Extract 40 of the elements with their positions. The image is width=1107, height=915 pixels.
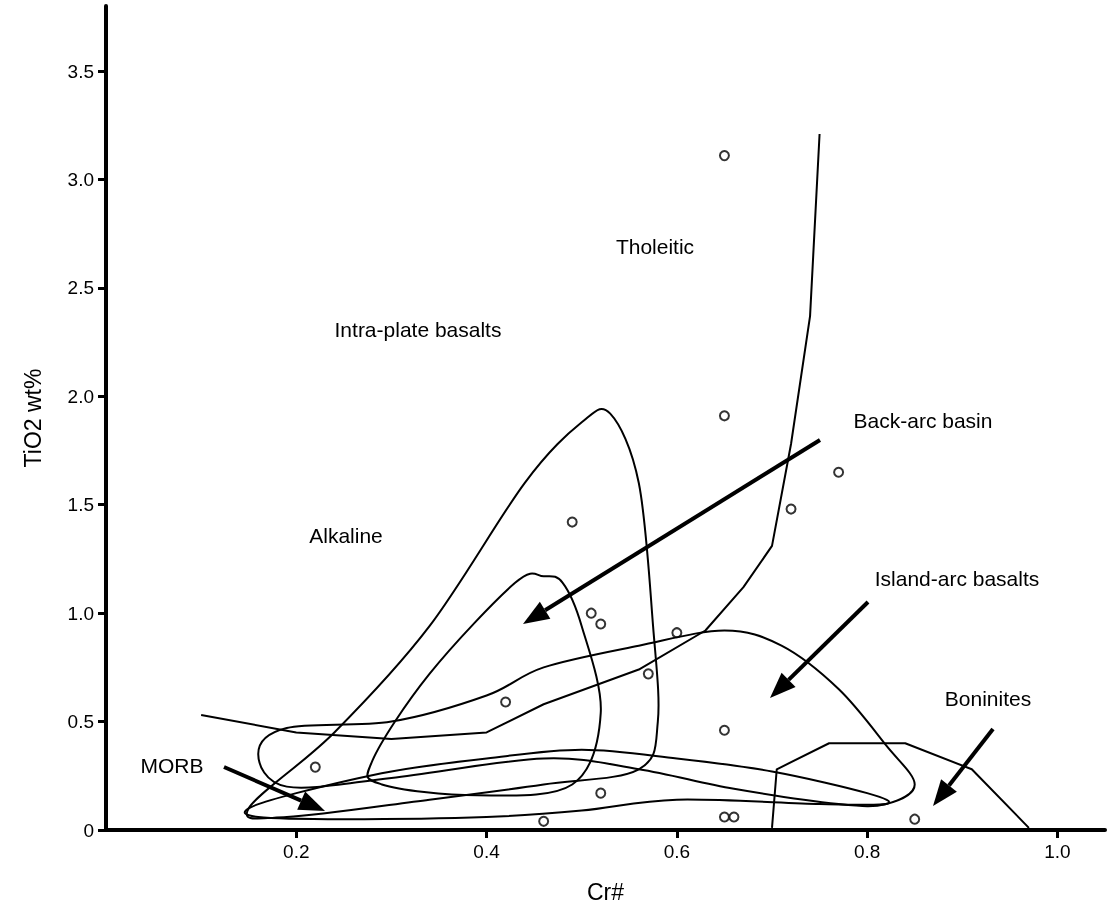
line-series (200, 132, 821, 740)
y-tick-label: 0.5 (67, 711, 94, 733)
y-tick-label: 2.0 (67, 385, 94, 407)
x-axis-title: Cr# (586, 878, 625, 905)
point (500, 696, 512, 708)
annotation: Tholeitic (615, 234, 695, 258)
annotation: Boninites (944, 686, 1032, 710)
y-tick-label: 2.5 (67, 277, 94, 299)
point (909, 813, 921, 825)
point (718, 410, 730, 422)
annotation: Alkaline (309, 523, 383, 547)
point (566, 516, 578, 528)
point (718, 811, 730, 823)
y-tick-label: 1.5 (67, 494, 94, 516)
y-tick-label: 1.0 (67, 602, 94, 624)
annotation: Intra-plate basalts (334, 317, 502, 341)
x-tick-label: 0.8 (853, 841, 881, 862)
point (309, 761, 321, 773)
point (718, 724, 730, 736)
point (595, 618, 607, 630)
point (538, 815, 550, 827)
y-tick-label: 3.5 (67, 60, 94, 82)
y-tick-label: 3.0 (67, 168, 94, 190)
point (585, 607, 597, 619)
point (833, 466, 845, 478)
x-tick-label: 0.2 (283, 841, 310, 862)
y-tick-label: 0 (83, 819, 94, 841)
y-axis-title: TiO2 wt% (19, 368, 46, 468)
x-tick-label: 0.4 (473, 841, 501, 862)
point (595, 787, 607, 799)
point (785, 503, 797, 515)
point (671, 627, 683, 639)
point (718, 150, 730, 162)
point (728, 811, 740, 823)
point (642, 668, 654, 680)
annotation: MORB (140, 753, 204, 777)
annotation: Island-arc basalts (874, 566, 1040, 590)
annotation: Back-arc basin (853, 408, 993, 432)
x-tick-label: 0.6 (663, 841, 691, 862)
x-tick-label: 1.0 (1044, 841, 1071, 862)
